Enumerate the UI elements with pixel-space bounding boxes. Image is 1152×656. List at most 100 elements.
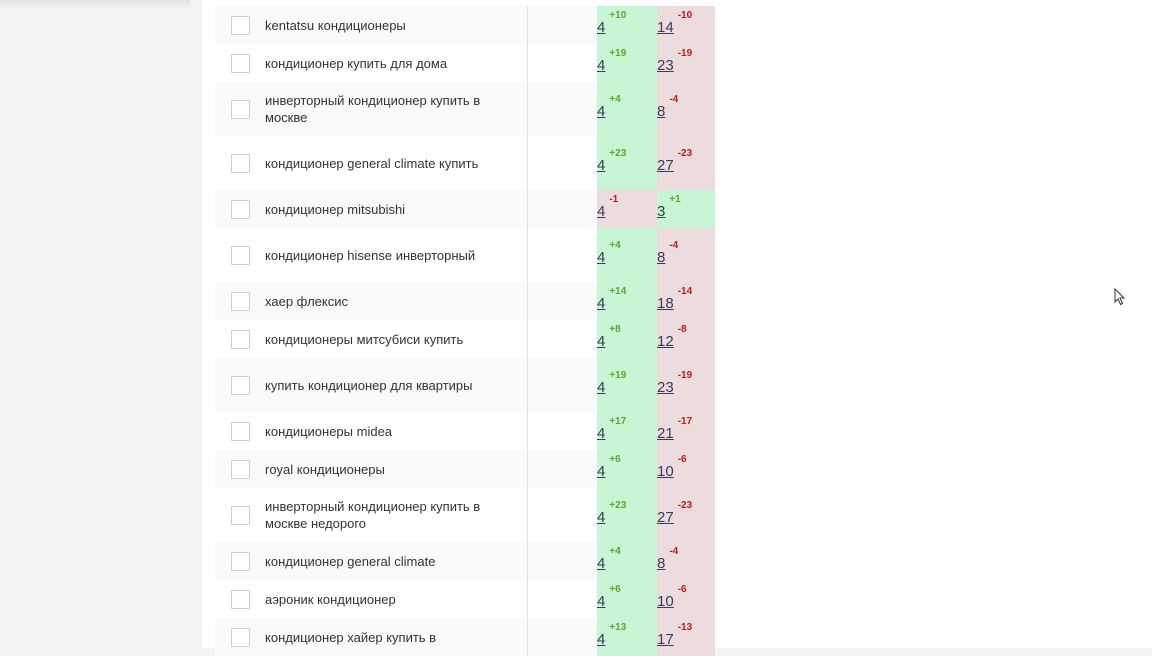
row-checkbox[interactable] — [231, 153, 250, 173]
position-cell-1: 4+14 — [597, 282, 657, 320]
position-delta-1: +13 — [609, 622, 627, 633]
row-checkbox[interactable] — [231, 627, 250, 647]
position-value-1[interactable]: 4 — [597, 425, 606, 442]
keyword-text: кондиционер купить для дома — [265, 55, 448, 71]
keyword-text: купить кондиционер для квартиры — [265, 377, 473, 393]
position-value-1[interactable]: 4 — [597, 103, 606, 120]
position-delta-1: +4 — [609, 94, 621, 105]
position-value-1[interactable]: 4 — [597, 509, 606, 526]
position-value-2[interactable]: 18 — [657, 295, 674, 312]
position-value-1[interactable]: 4 — [597, 593, 606, 610]
row-checkbox[interactable] — [231, 245, 250, 265]
row-checkbox-cell — [215, 136, 251, 190]
position-cell-2: 27-23 — [657, 136, 715, 190]
position-value-2[interactable]: 10 — [657, 463, 674, 480]
table-row: аэроник кондиционер 4+6 10-6 — [215, 580, 715, 618]
row-checkbox[interactable] — [231, 589, 250, 609]
row-checkbox[interactable] — [231, 291, 250, 311]
separator-cell — [526, 6, 597, 44]
row-checkbox-cell — [215, 282, 251, 320]
row-checkbox-cell — [215, 450, 251, 488]
table-row: инверторный кондиционер купить в москве 4… — [215, 82, 715, 136]
position-value-2[interactable]: 8 — [657, 555, 666, 572]
table-row: royal кондиционеры 4+6 10-6 — [215, 450, 715, 488]
table-row: кондиционер hisense инверторный 4+4 8-4 — [215, 228, 715, 282]
separator-cell — [526, 488, 597, 542]
position-value-2[interactable]: 10 — [657, 593, 674, 610]
separator-cell — [526, 282, 597, 320]
position-value-1[interactable]: 4 — [597, 333, 606, 350]
keyword-text: кондиционер mitsubishi — [265, 201, 406, 217]
separator-cell — [526, 82, 597, 136]
position-value-1[interactable]: 4 — [597, 631, 606, 648]
position-delta-1: +6 — [609, 584, 621, 595]
position-value-1[interactable]: 4 — [597, 203, 606, 220]
position-delta-2: +1 — [669, 194, 681, 205]
position-cell-1: 4+23 — [597, 488, 657, 542]
position-value-2[interactable]: 27 — [657, 509, 674, 526]
row-checkbox[interactable] — [231, 199, 250, 219]
row-checkbox[interactable] — [231, 375, 250, 395]
position-cell-1: 4-1 — [597, 190, 657, 228]
position-value-1[interactable]: 4 — [597, 57, 606, 74]
position-cell-2: 10-6 — [657, 450, 715, 488]
position-value-1[interactable]: 4 — [597, 19, 606, 36]
row-checkbox[interactable] — [231, 329, 250, 349]
position-value-2[interactable]: 23 — [657, 57, 674, 74]
keyword-text: кондиционер general climate — [265, 553, 436, 569]
position-value-1[interactable]: 4 — [597, 295, 606, 312]
row-checkbox-cell — [215, 6, 251, 44]
keyword-cell: royal кондиционеры — [251, 450, 527, 488]
table-row: кондиционеры midea 4+17 21-17 — [215, 412, 715, 450]
keyword-text: кондиционеры midea — [265, 423, 393, 439]
keyword-panel: kentatsu кондиционеры 4+10 14-10 кондиционе… — [202, 0, 1152, 656]
position-value-1[interactable]: 4 — [597, 249, 606, 266]
position-cell-1: 4+4 — [597, 82, 657, 136]
keyword-cell: кондиционер mitsubishi — [251, 190, 527, 228]
row-checkbox[interactable] — [231, 53, 250, 73]
row-checkbox[interactable] — [231, 505, 250, 525]
position-cell-1: 4+6 — [597, 580, 657, 618]
position-value-2[interactable]: 8 — [657, 249, 666, 266]
row-checkbox-cell — [215, 358, 251, 412]
position-cell-2: 12-8 — [657, 320, 715, 358]
row-checkbox[interactable] — [231, 99, 250, 119]
position-value-1[interactable]: 4 — [597, 379, 606, 396]
keyword-text: royal кондиционеры — [265, 461, 385, 477]
keyword-cell: кондиционеры митсубиси купить — [251, 320, 527, 358]
table-row: купить кондиционер для квартиры 4+19 23-19 — [215, 358, 715, 412]
position-delta-2: -6 — [677, 584, 687, 595]
position-cell-2: 18-14 — [657, 282, 715, 320]
table-row: кондиционеры митсубиси купить 4+8 12-8 — [215, 320, 715, 358]
position-cell-1: 4+8 — [597, 320, 657, 358]
position-value-2[interactable]: 21 — [657, 425, 674, 442]
position-value-2[interactable]: 17 — [657, 631, 674, 648]
position-delta-2: -4 — [669, 546, 679, 557]
position-value-2[interactable]: 14 — [657, 19, 674, 36]
position-cell-1: 4+17 — [597, 412, 657, 450]
row-checkbox[interactable] — [231, 459, 250, 479]
position-value-1[interactable]: 4 — [597, 463, 606, 480]
position-delta-2: -4 — [669, 240, 679, 251]
position-cell-2: 23-19 — [657, 358, 715, 412]
row-checkbox[interactable] — [231, 15, 250, 35]
position-value-2[interactable]: 12 — [657, 333, 674, 350]
separator-cell — [526, 542, 597, 580]
mouse-cursor-icon — [1114, 288, 1126, 306]
position-delta-1: +19 — [609, 48, 627, 59]
keyword-text: кондиционер general climate купить — [265, 155, 479, 171]
keyword-cell: хаер флексис — [251, 282, 527, 320]
position-value-1[interactable]: 4 — [597, 157, 606, 174]
position-cell-1: 4+4 — [597, 542, 657, 580]
position-value-2[interactable]: 23 — [657, 379, 674, 396]
position-value-2[interactable]: 3 — [657, 203, 666, 220]
position-delta-1: +17 — [609, 416, 627, 427]
position-value-2[interactable]: 27 — [657, 157, 674, 174]
keyword-cell: кондиционер general climate — [251, 542, 527, 580]
row-checkbox-cell — [215, 412, 251, 450]
position-value-1[interactable]: 4 — [597, 555, 606, 572]
row-checkbox[interactable] — [231, 551, 250, 571]
position-cell-2: 14-10 — [657, 6, 715, 44]
row-checkbox[interactable] — [231, 421, 250, 441]
position-value-2[interactable]: 8 — [657, 103, 666, 120]
